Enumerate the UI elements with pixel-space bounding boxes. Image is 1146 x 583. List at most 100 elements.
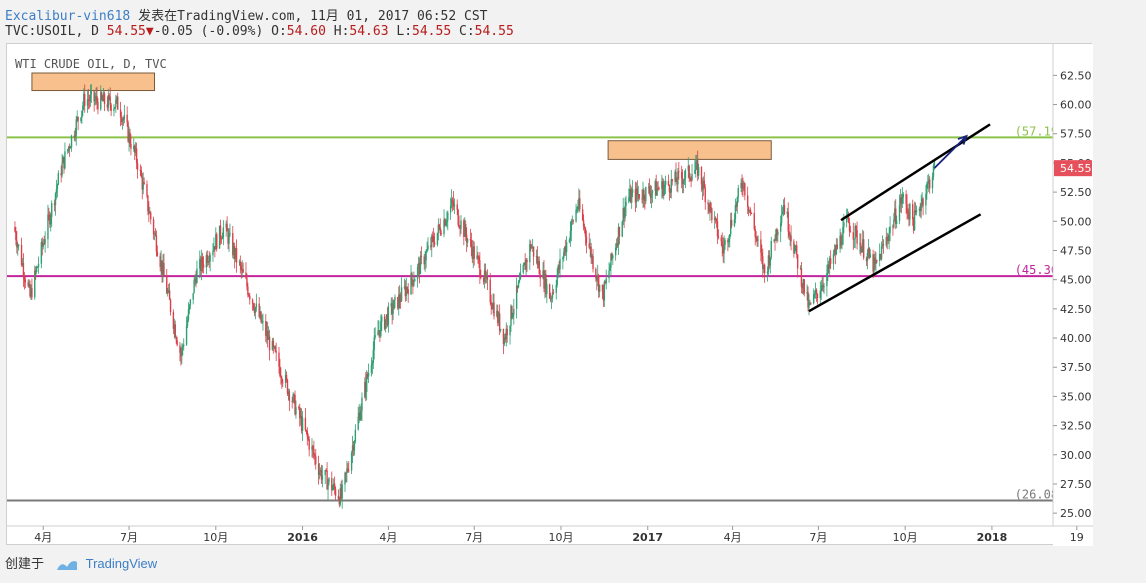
candle-down: [905, 194, 907, 205]
candle-up: [196, 268, 198, 283]
candle-down: [161, 260, 163, 275]
candle-up: [466, 239, 469, 243]
candle-down: [906, 204, 908, 212]
projection-arrow-line: [933, 135, 968, 169]
last-price: 54.55: [106, 24, 146, 39]
candle-down: [15, 231, 17, 241]
candle-down: [195, 278, 197, 283]
chart-panel[interactable]: (57.19)(45.30)(26.08) 62.5060.0057.5055.…: [6, 43, 1093, 546]
candle-up: [909, 204, 911, 220]
candle-down: [490, 301, 492, 307]
candle-down: [876, 260, 878, 262]
candle-down: [84, 93, 86, 106]
candle-up: [866, 252, 869, 261]
candle-down: [247, 286, 249, 295]
candle-up: [57, 173, 60, 185]
candle-down: [676, 181, 678, 185]
price-axis: 62.5060.0057.5055.0052.5050.0047.5045.00…: [1052, 44, 1093, 546]
candle-up: [199, 258, 201, 269]
candle-up: [241, 268, 243, 271]
candle-up: [523, 262, 525, 266]
candle-up: [464, 224, 466, 237]
candle-down: [912, 204, 914, 220]
tradingview-brand[interactable]: TradingView: [85, 556, 158, 571]
candle-down: [439, 227, 441, 234]
candle-down: [265, 320, 267, 337]
candle-up: [664, 180, 667, 185]
close-label: C:: [459, 24, 475, 39]
candle-up: [460, 220, 462, 229]
candle-down: [860, 243, 862, 253]
candle-down: [280, 375, 282, 378]
candle-up: [888, 232, 890, 241]
candle-up: [899, 197, 902, 206]
candle-down: [727, 240, 729, 243]
candle-down: [120, 117, 123, 123]
candle-up: [476, 255, 478, 259]
candle-up: [695, 161, 697, 170]
candle-up: [814, 289, 817, 294]
price-tick-label: 37.50: [1060, 361, 1092, 374]
candle-up: [913, 210, 916, 231]
candle-up: [86, 99, 89, 106]
candle-down: [272, 340, 275, 347]
candle-up: [361, 397, 363, 411]
candle-up: [813, 293, 816, 295]
candle-up: [546, 284, 548, 294]
candle-up: [794, 248, 796, 254]
candle-up: [181, 347, 183, 357]
candle-up: [861, 247, 863, 253]
candle-down: [168, 290, 171, 300]
candle-up: [189, 299, 192, 306]
candle-up: [162, 263, 164, 275]
candle-down: [634, 189, 637, 203]
candle-down: [305, 429, 308, 431]
candle-down: [285, 374, 288, 380]
candle-up: [266, 330, 268, 337]
candle-down: [667, 180, 670, 186]
candle-down: [662, 181, 664, 196]
author-name[interactable]: Excalibur-vin618: [5, 9, 131, 24]
candle-up: [879, 253, 881, 261]
candle-down: [658, 188, 660, 190]
candle-down: [298, 407, 300, 409]
candle-down: [840, 235, 842, 245]
candle-down: [278, 352, 280, 367]
candle-up: [54, 193, 57, 206]
candle-up: [332, 483, 335, 488]
candle-down: [493, 302, 495, 317]
candle-up: [51, 203, 53, 217]
candle-up: [30, 288, 32, 297]
candle-down: [279, 366, 281, 376]
candle-down: [720, 237, 722, 242]
candle-down: [545, 274, 547, 294]
candle-down: [117, 96, 119, 110]
candle-down: [477, 255, 479, 258]
candle-down: [93, 90, 95, 102]
candle-down: [721, 241, 723, 248]
candle-up: [513, 308, 515, 315]
candle-down: [604, 281, 606, 284]
candle-up: [403, 286, 406, 288]
candle-up: [766, 271, 769, 274]
candle-down: [506, 328, 508, 336]
candle-down: [248, 294, 250, 296]
time-tick-label: 2016: [287, 531, 318, 544]
candle-up: [544, 274, 546, 289]
candle-up: [674, 171, 676, 182]
candle-down: [747, 206, 750, 212]
candle-up: [555, 285, 557, 293]
candle-down: [299, 408, 301, 419]
low-value: 54.55: [412, 24, 452, 39]
candle-up: [353, 441, 356, 451]
candle-up: [578, 198, 580, 206]
candle-down: [347, 468, 349, 471]
chart-canvas[interactable]: (57.19)(45.30)(26.08) 62.5060.0057.5055.…: [7, 44, 1093, 546]
candle-up: [284, 374, 287, 383]
candle-down: [22, 263, 25, 277]
candle-up: [82, 105, 84, 111]
candle-down: [908, 213, 910, 220]
candle-up: [426, 249, 428, 252]
candle-down: [147, 195, 149, 212]
channel-lower-trendline: [808, 213, 982, 313]
